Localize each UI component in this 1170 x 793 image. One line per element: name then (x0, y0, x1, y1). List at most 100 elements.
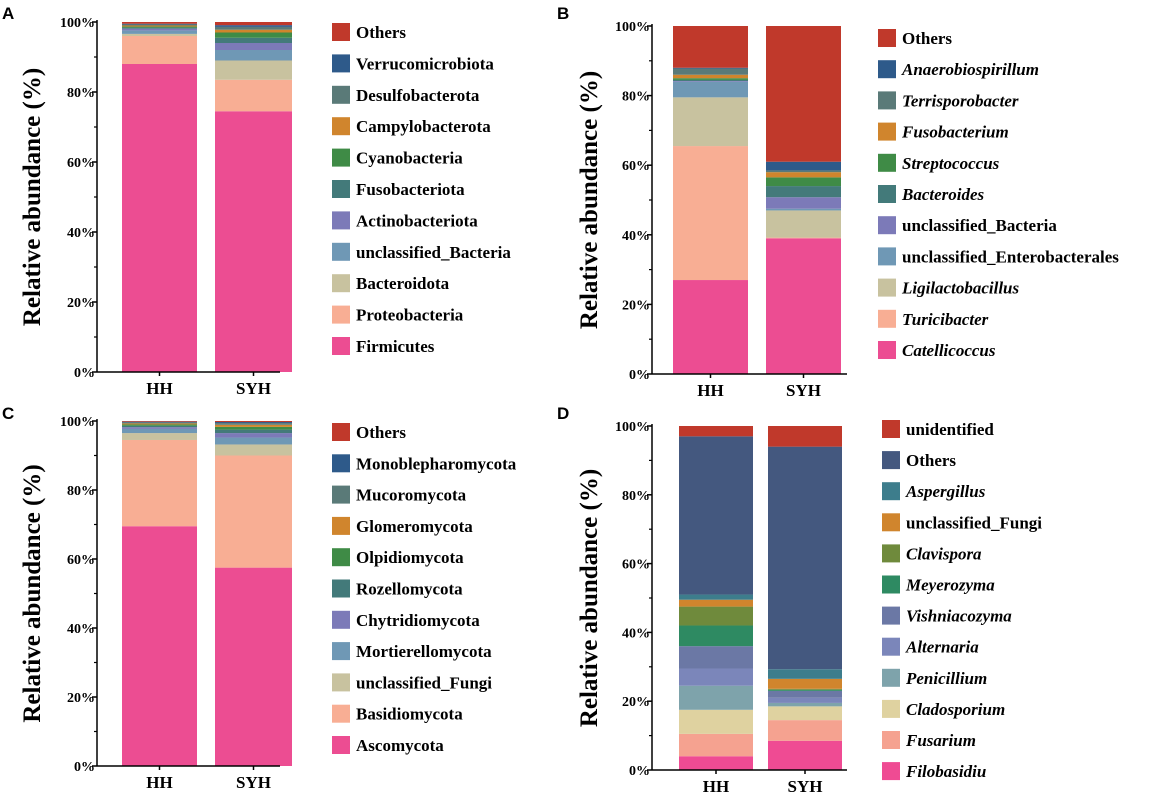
bar-segment-hh-7 (122, 423, 197, 425)
legend-label: Alternaria (905, 638, 979, 657)
panel-label: C (2, 404, 14, 423)
legend-swatch (882, 762, 900, 781)
legend-label: Aspergillus (905, 482, 986, 501)
legend-label: Mucoromycota (356, 486, 467, 505)
legend-swatch (332, 337, 350, 355)
bar-segment-hh-9 (673, 67, 748, 69)
bar-segment-hh-8 (122, 422, 197, 424)
bar-segment-hh-1 (673, 146, 748, 281)
legend-swatch (332, 305, 350, 324)
legend-swatch (332, 23, 350, 41)
legend-label: Monoblepharomycota (356, 454, 517, 473)
bar-segment-hh-11 (679, 426, 753, 437)
bar-segment-hh-4 (122, 427, 197, 429)
y-tick-label: 100% (60, 415, 95, 430)
bar-segment-syh-4 (215, 433, 292, 438)
legend-label: Penicillium (905, 669, 987, 688)
legend-swatch (878, 216, 896, 235)
bar-segment-syh-9 (768, 669, 842, 679)
legend-label: Terrisporobacter (902, 91, 1019, 110)
bar-segment-syh-4 (215, 43, 292, 50)
bar-segment-syh-2 (215, 444, 292, 456)
legend-swatch (882, 731, 900, 749)
legend-swatch (332, 485, 350, 504)
bar-segment-hh-8 (122, 24, 197, 26)
y-tick-label: 60% (67, 553, 95, 568)
x-tick-label: SYH (788, 777, 823, 793)
legend-swatch (332, 673, 350, 692)
y-tick-label: 20% (622, 298, 650, 313)
legend-swatch (878, 247, 896, 266)
bar-segment-syh-10 (766, 26, 841, 162)
legend-label: Rozellomycota (356, 580, 463, 599)
bar-segment-hh-5 (122, 425, 197, 428)
y-tick-label: 0% (74, 760, 95, 775)
bar-segment-syh-7 (215, 29, 292, 33)
x-tick-label: HH (697, 381, 723, 400)
bar-segment-syh-8 (215, 423, 292, 425)
bar-segment-hh-9 (679, 594, 753, 600)
panel-b: B Relative abundance (%) HH SYH 0% 20% 40% 60% 8… (557, 4, 1119, 400)
bar-segment-syh-8 (215, 26, 292, 30)
y-tick-label: 0% (74, 366, 95, 381)
panel-d: D Relative abundance (%) HH SYH 0% 20% 40% 60% 8… (557, 404, 1042, 793)
bar-segment-syh-3 (766, 208, 841, 211)
y-axis-title: Relative abundance (%) (19, 68, 46, 326)
bar-segment-hh-2 (122, 33, 197, 36)
bar-segment-syh-2 (766, 210, 841, 238)
bar-segment-hh-1 (122, 439, 197, 527)
bar-segment-syh-0 (215, 567, 292, 766)
legend-swatch (882, 606, 900, 625)
bar-segment-syh-3 (215, 50, 292, 61)
legend-swatch (882, 451, 900, 470)
bar-segment-syh-0 (766, 238, 841, 374)
x-tick-label: SYH (236, 773, 271, 792)
x-tick-label: SYH (236, 379, 271, 398)
bar-segment-syh-3 (215, 437, 292, 445)
legend-swatch (332, 54, 350, 73)
legend-label: Cladosporium (906, 700, 1005, 719)
bar-segment-syh-4 (766, 197, 841, 209)
bar-segment-syh-7 (768, 688, 842, 690)
bar-segment-syh-9 (766, 161, 841, 171)
bar-segment-hh-5 (122, 27, 197, 29)
legend-swatch (878, 341, 896, 359)
bar-segment-hh-10 (122, 22, 197, 24)
legend-label: Verrucomicrobiota (356, 54, 494, 73)
legend-label: Mortierellomycota (356, 642, 492, 661)
bar-segment-hh-4 (122, 28, 197, 31)
legend-swatch (878, 278, 896, 297)
legend-label: Anaerobiospirillum (901, 60, 1039, 79)
legend-label: Turicibacter (902, 310, 989, 329)
bar-segment-hh-7 (673, 74, 748, 79)
legend-swatch (332, 274, 350, 293)
bar-segment-hh-9 (122, 421, 197, 423)
y-tick-label: 0% (629, 764, 650, 779)
x-tick-label: HH (703, 777, 729, 793)
bar-segment-syh-9 (215, 25, 292, 27)
x-tick-label: SYH (786, 381, 821, 400)
bar-segment-hh-8 (679, 599, 753, 607)
legend-label: Bacteroidota (356, 274, 450, 293)
bar-segment-syh-2 (768, 706, 842, 721)
bar-segment-hh-9 (122, 23, 197, 25)
panel-label: D (557, 404, 569, 423)
legend-label: Glomeromycota (356, 517, 473, 536)
bar-segment-syh-10 (215, 421, 292, 423)
legend-label: Others (902, 29, 952, 48)
y-axis-title: Relative abundance (%) (576, 469, 603, 727)
bar-segment-syh-8 (768, 678, 842, 689)
bar-segment-hh-5 (673, 79, 748, 81)
legend-swatch (878, 91, 896, 110)
legend-swatch (332, 85, 350, 104)
bar-segment-hh-2 (679, 709, 753, 734)
bar-segment-syh-6 (766, 177, 841, 187)
legend-label: Streptococcus (902, 154, 1000, 173)
legend-label: Desulfobacterota (356, 86, 480, 105)
legend-label: Vishniacozyma (906, 607, 1012, 626)
legend-label: Meyerozyma (905, 576, 995, 595)
y-tick-label: 20% (622, 695, 650, 710)
legend-swatch (882, 544, 900, 563)
legend-label: Olpidiomycota (356, 548, 464, 567)
